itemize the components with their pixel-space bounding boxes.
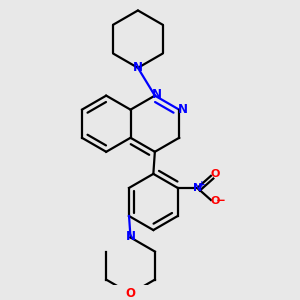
Text: O: O: [211, 169, 220, 179]
Text: N: N: [152, 88, 162, 100]
Text: N: N: [178, 103, 188, 116]
Text: N: N: [125, 230, 136, 243]
Text: −: −: [216, 194, 226, 207]
Text: +: +: [198, 179, 206, 188]
Text: N: N: [133, 61, 143, 74]
Text: N: N: [193, 183, 202, 193]
Text: O: O: [125, 287, 136, 300]
Text: O: O: [211, 196, 220, 206]
